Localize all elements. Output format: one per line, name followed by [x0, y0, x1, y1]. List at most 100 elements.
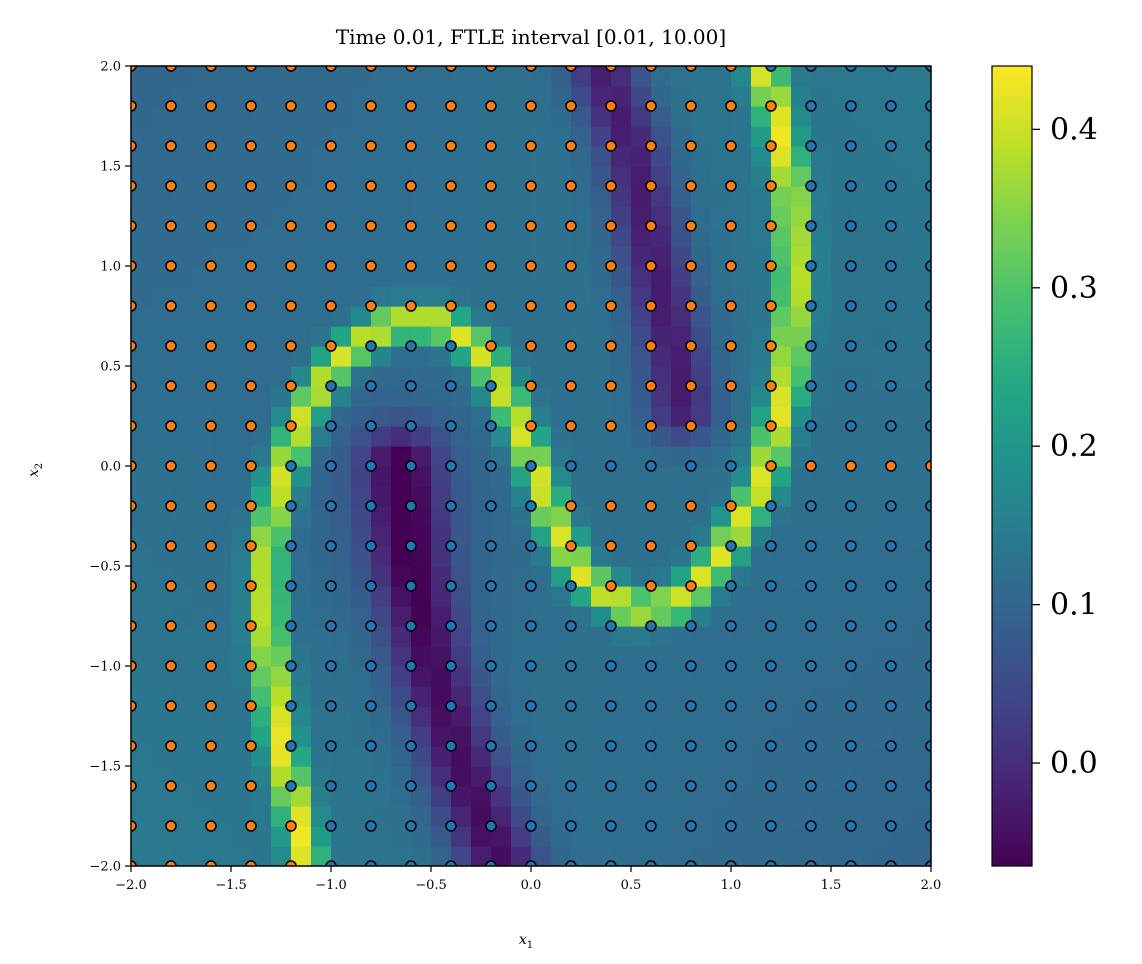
- heatmap-cell: [391, 586, 412, 607]
- heatmap-cell: [731, 286, 752, 307]
- heatmap-cell: [851, 186, 872, 207]
- grid-point-blue: [885, 740, 897, 752]
- heatmap-cell: [171, 686, 192, 707]
- grid-point-blue: [925, 780, 931, 792]
- heatmap-cell: [151, 86, 172, 107]
- heatmap-cell: [791, 806, 812, 827]
- heatmap-cell: [911, 346, 931, 367]
- heatmap-cell: [251, 806, 272, 827]
- heatmap-cell: [751, 306, 772, 327]
- heatmap-cell: [311, 566, 332, 587]
- grid-point-orange: [405, 260, 417, 272]
- heatmap-cell: [791, 846, 812, 866]
- heatmap-cell: [291, 506, 312, 527]
- heatmap-cell: [631, 426, 652, 447]
- heatmap-cell: [771, 486, 792, 507]
- heatmap-cell: [131, 246, 152, 267]
- grid-point-orange: [885, 460, 897, 472]
- heatmap-cell: [271, 446, 292, 467]
- heatmap-cell: [811, 226, 832, 247]
- heatmap-cell: [311, 846, 332, 866]
- heatmap-cell: [291, 86, 312, 107]
- heatmap-cell: [151, 66, 172, 87]
- heatmap-cell: [851, 466, 872, 487]
- heatmap-cell: [571, 746, 592, 767]
- heatmap-cell: [391, 126, 412, 147]
- heatmap-cell: [311, 206, 332, 227]
- heatmap-cell: [671, 206, 692, 227]
- heatmap-cell: [391, 826, 412, 847]
- heatmap-cell: [291, 486, 312, 507]
- heatmap-cell: [871, 246, 892, 267]
- heatmap-cell: [571, 86, 592, 107]
- heatmap-cell: [671, 466, 692, 487]
- heatmap-cell: [311, 526, 332, 547]
- heatmap-cell: [371, 446, 392, 467]
- grid-point-orange: [131, 540, 137, 552]
- heatmap-cell: [211, 826, 232, 847]
- heatmap-cell: [671, 326, 692, 347]
- heatmap-cell: [531, 766, 552, 787]
- heatmap-cell: [171, 846, 192, 866]
- grid-point-blue: [845, 220, 857, 232]
- heatmap-cell: [291, 846, 312, 866]
- heatmap-cell: [511, 186, 532, 207]
- heatmap-cell: [731, 386, 752, 407]
- heatmap-cell: [351, 726, 372, 747]
- heatmap-cell: [591, 446, 612, 467]
- heatmap-cell: [851, 826, 872, 847]
- heatmap-cell: [431, 346, 452, 367]
- heatmap-cell: [471, 306, 492, 327]
- heatmap-cell: [391, 606, 412, 627]
- heatmap-cell: [471, 726, 492, 747]
- heatmap-cell: [811, 246, 832, 267]
- heatmap-cell: [391, 626, 412, 647]
- heatmap-cell: [391, 166, 412, 187]
- heatmap-cell: [811, 66, 832, 87]
- heatmap-cell: [671, 246, 692, 267]
- heatmap-cell: [431, 186, 452, 207]
- heatmap-cell: [531, 186, 552, 207]
- grid-point-orange: [685, 300, 697, 312]
- heatmap-cell: [171, 486, 192, 507]
- grid-point-orange: [645, 540, 657, 552]
- heatmap-cell: [591, 746, 612, 767]
- heatmap-cell: [471, 566, 492, 587]
- heatmap-cell: [811, 666, 832, 687]
- heatmap-cell: [351, 386, 372, 407]
- heatmap-cell: [591, 486, 612, 507]
- heatmap-cell: [651, 806, 672, 827]
- heatmap-cell: [671, 426, 692, 447]
- heatmap-cell: [131, 466, 152, 487]
- heatmap-cell: [691, 66, 712, 87]
- heatmap-cell: [651, 546, 672, 567]
- heatmap-cell: [531, 786, 552, 807]
- grid-point-blue: [765, 500, 777, 512]
- heatmap-cell: [571, 446, 592, 467]
- heatmap-cell: [391, 426, 412, 447]
- heatmap-cell: [831, 346, 852, 367]
- heatmap-cell: [311, 86, 332, 107]
- grid-point-blue: [485, 500, 497, 512]
- heatmap-cell: [671, 166, 692, 187]
- heatmap-cell: [151, 446, 172, 467]
- heatmap-cell: [191, 626, 212, 647]
- heatmap-cell: [891, 566, 912, 587]
- heatmap-cell: [351, 366, 372, 387]
- heatmap-cell: [811, 366, 832, 387]
- grid-point-blue: [725, 860, 737, 866]
- heatmap-cell: [151, 626, 172, 647]
- heatmap-cell: [851, 366, 872, 387]
- heatmap-cell: [651, 146, 672, 167]
- grid-point-blue: [725, 620, 737, 632]
- heatmap-cell: [511, 806, 532, 827]
- heatmap-cell: [891, 806, 912, 827]
- grid-point-blue: [925, 420, 931, 432]
- heatmap-cell: [511, 726, 532, 747]
- grid-point-orange: [765, 260, 777, 272]
- heatmap-cell: [291, 826, 312, 847]
- heatmap-cell: [251, 126, 272, 147]
- grid-point-blue: [845, 860, 857, 866]
- heatmap-cell: [311, 646, 332, 667]
- heatmap-cell: [691, 466, 712, 487]
